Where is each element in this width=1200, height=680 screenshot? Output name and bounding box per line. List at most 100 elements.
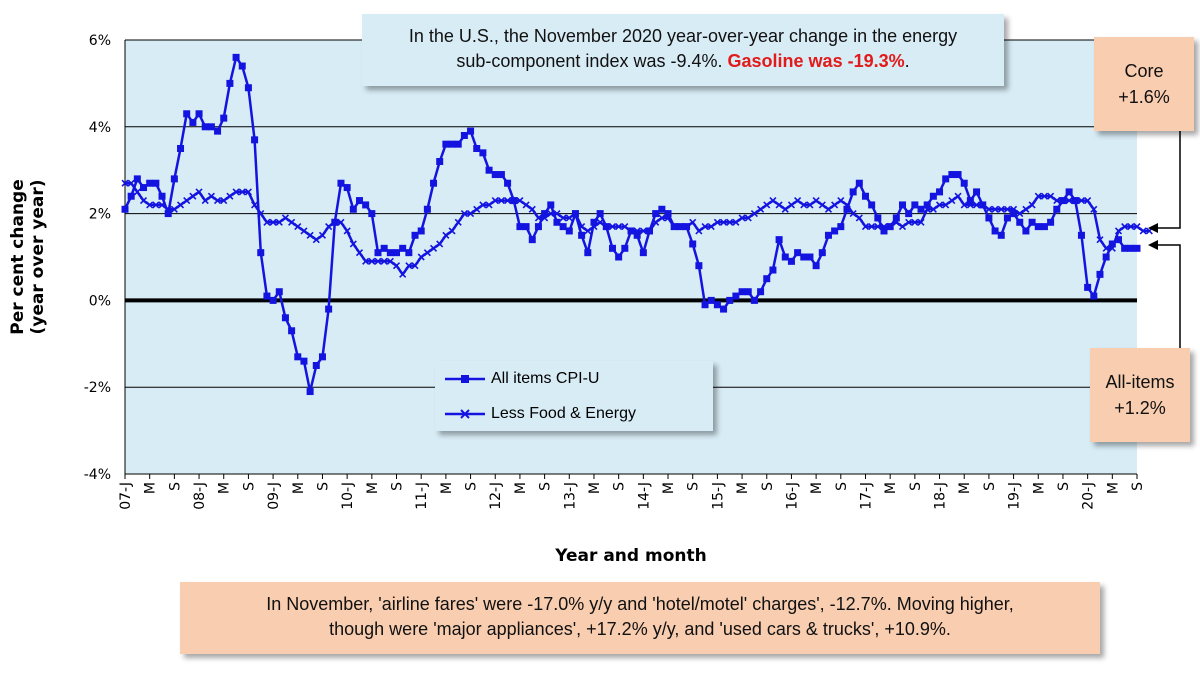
data-point [707, 296, 715, 304]
x-marker-icon [445, 409, 485, 419]
data-point [855, 179, 863, 187]
data-point [522, 201, 530, 209]
core-callout-title: Core [1124, 61, 1164, 81]
x-tick-label: 14-J [636, 482, 652, 510]
data-point [485, 201, 493, 209]
data-point [763, 275, 771, 283]
data-point [960, 179, 968, 187]
data-point [170, 205, 178, 213]
data-point [948, 171, 956, 179]
x-tick-label: M [957, 482, 973, 494]
data-point [460, 210, 468, 218]
y-tick-label: 0% [89, 293, 111, 309]
data-point [917, 218, 925, 226]
data-point [911, 218, 919, 226]
data-point [430, 179, 438, 187]
data-point [794, 197, 802, 205]
data-point [448, 227, 456, 235]
data-point [146, 201, 154, 209]
data-point [133, 188, 141, 196]
x-tick-label: 11-J [414, 482, 430, 510]
data-point [929, 192, 937, 200]
data-point [1010, 210, 1018, 218]
data-point [392, 262, 401, 270]
data-point [689, 240, 697, 248]
data-point [997, 231, 1005, 239]
y-axis-title-line2: (year over year) [28, 180, 48, 335]
data-point [738, 288, 746, 296]
x-tick-label: S [1056, 482, 1072, 491]
data-point [1034, 192, 1042, 200]
data-point [528, 205, 536, 213]
data-point [214, 127, 222, 135]
data-point [670, 223, 678, 231]
x-tick-label: 10-J [340, 482, 356, 510]
data-point [602, 223, 610, 231]
data-point [1127, 223, 1135, 231]
data-point [294, 353, 302, 361]
data-point [325, 223, 333, 231]
x-tick-label: 17-J [858, 482, 874, 510]
data-point [985, 214, 993, 222]
x-tick-label: M [809, 482, 825, 494]
data-point [429, 244, 438, 252]
x-tick-label: S [834, 482, 850, 491]
data-point [133, 175, 141, 183]
data-point [553, 210, 561, 218]
data-point [121, 179, 129, 187]
data-point [343, 227, 351, 235]
x-tick-label: S [315, 482, 331, 491]
data-point [1077, 197, 1086, 205]
data-point [1084, 197, 1092, 205]
data-point [516, 197, 524, 205]
x-tick-label: M [883, 482, 899, 494]
data-point [497, 171, 505, 179]
data-point [639, 249, 647, 257]
data-point [972, 201, 981, 209]
data-point [744, 214, 752, 222]
data-point [1090, 205, 1098, 213]
data-point [750, 296, 758, 304]
x-tick-label: M [439, 482, 455, 494]
data-point [411, 262, 419, 270]
data-point [812, 197, 820, 205]
data-point [726, 296, 734, 304]
energy-callout: In the U.S., the November 2020 year-over… [362, 14, 1004, 86]
data-point [1139, 227, 1147, 235]
data-point [355, 249, 364, 257]
data-point [306, 388, 314, 396]
data-point [658, 205, 666, 213]
data-point [263, 292, 271, 300]
data-point [1034, 223, 1042, 231]
data-point [1028, 201, 1036, 209]
chart-legend: All items CPI-U Less Food & Energy [435, 361, 713, 431]
x-tick-label: 08-J [192, 482, 208, 510]
x-tick-label: M [735, 482, 751, 494]
core-callout-value: +1.6% [1118, 87, 1170, 107]
data-point [787, 201, 796, 209]
data-point [380, 257, 388, 265]
data-point [861, 223, 870, 231]
data-point [195, 188, 203, 196]
data-point [1108, 240, 1116, 248]
data-point [923, 205, 931, 213]
data-point [325, 305, 333, 313]
data-point [541, 214, 549, 222]
data-point [769, 266, 777, 274]
data-point [713, 218, 721, 226]
data-point [898, 223, 907, 231]
energy-callout-line1: In the U.S., the November 2020 year-over… [408, 26, 958, 46]
data-point [590, 223, 598, 231]
data-point [127, 192, 135, 200]
prices-callout-line1: In November, 'airline fares' were -17.0%… [266, 594, 1014, 614]
data-point [707, 223, 715, 231]
data-point [1133, 223, 1141, 231]
data-point [732, 292, 740, 300]
data-point [1022, 227, 1030, 235]
data-point [436, 158, 444, 166]
legend-label-all-items: All items CPI-U [491, 370, 600, 387]
data-point [923, 201, 931, 209]
data-point [417, 227, 425, 235]
data-point [491, 171, 499, 179]
